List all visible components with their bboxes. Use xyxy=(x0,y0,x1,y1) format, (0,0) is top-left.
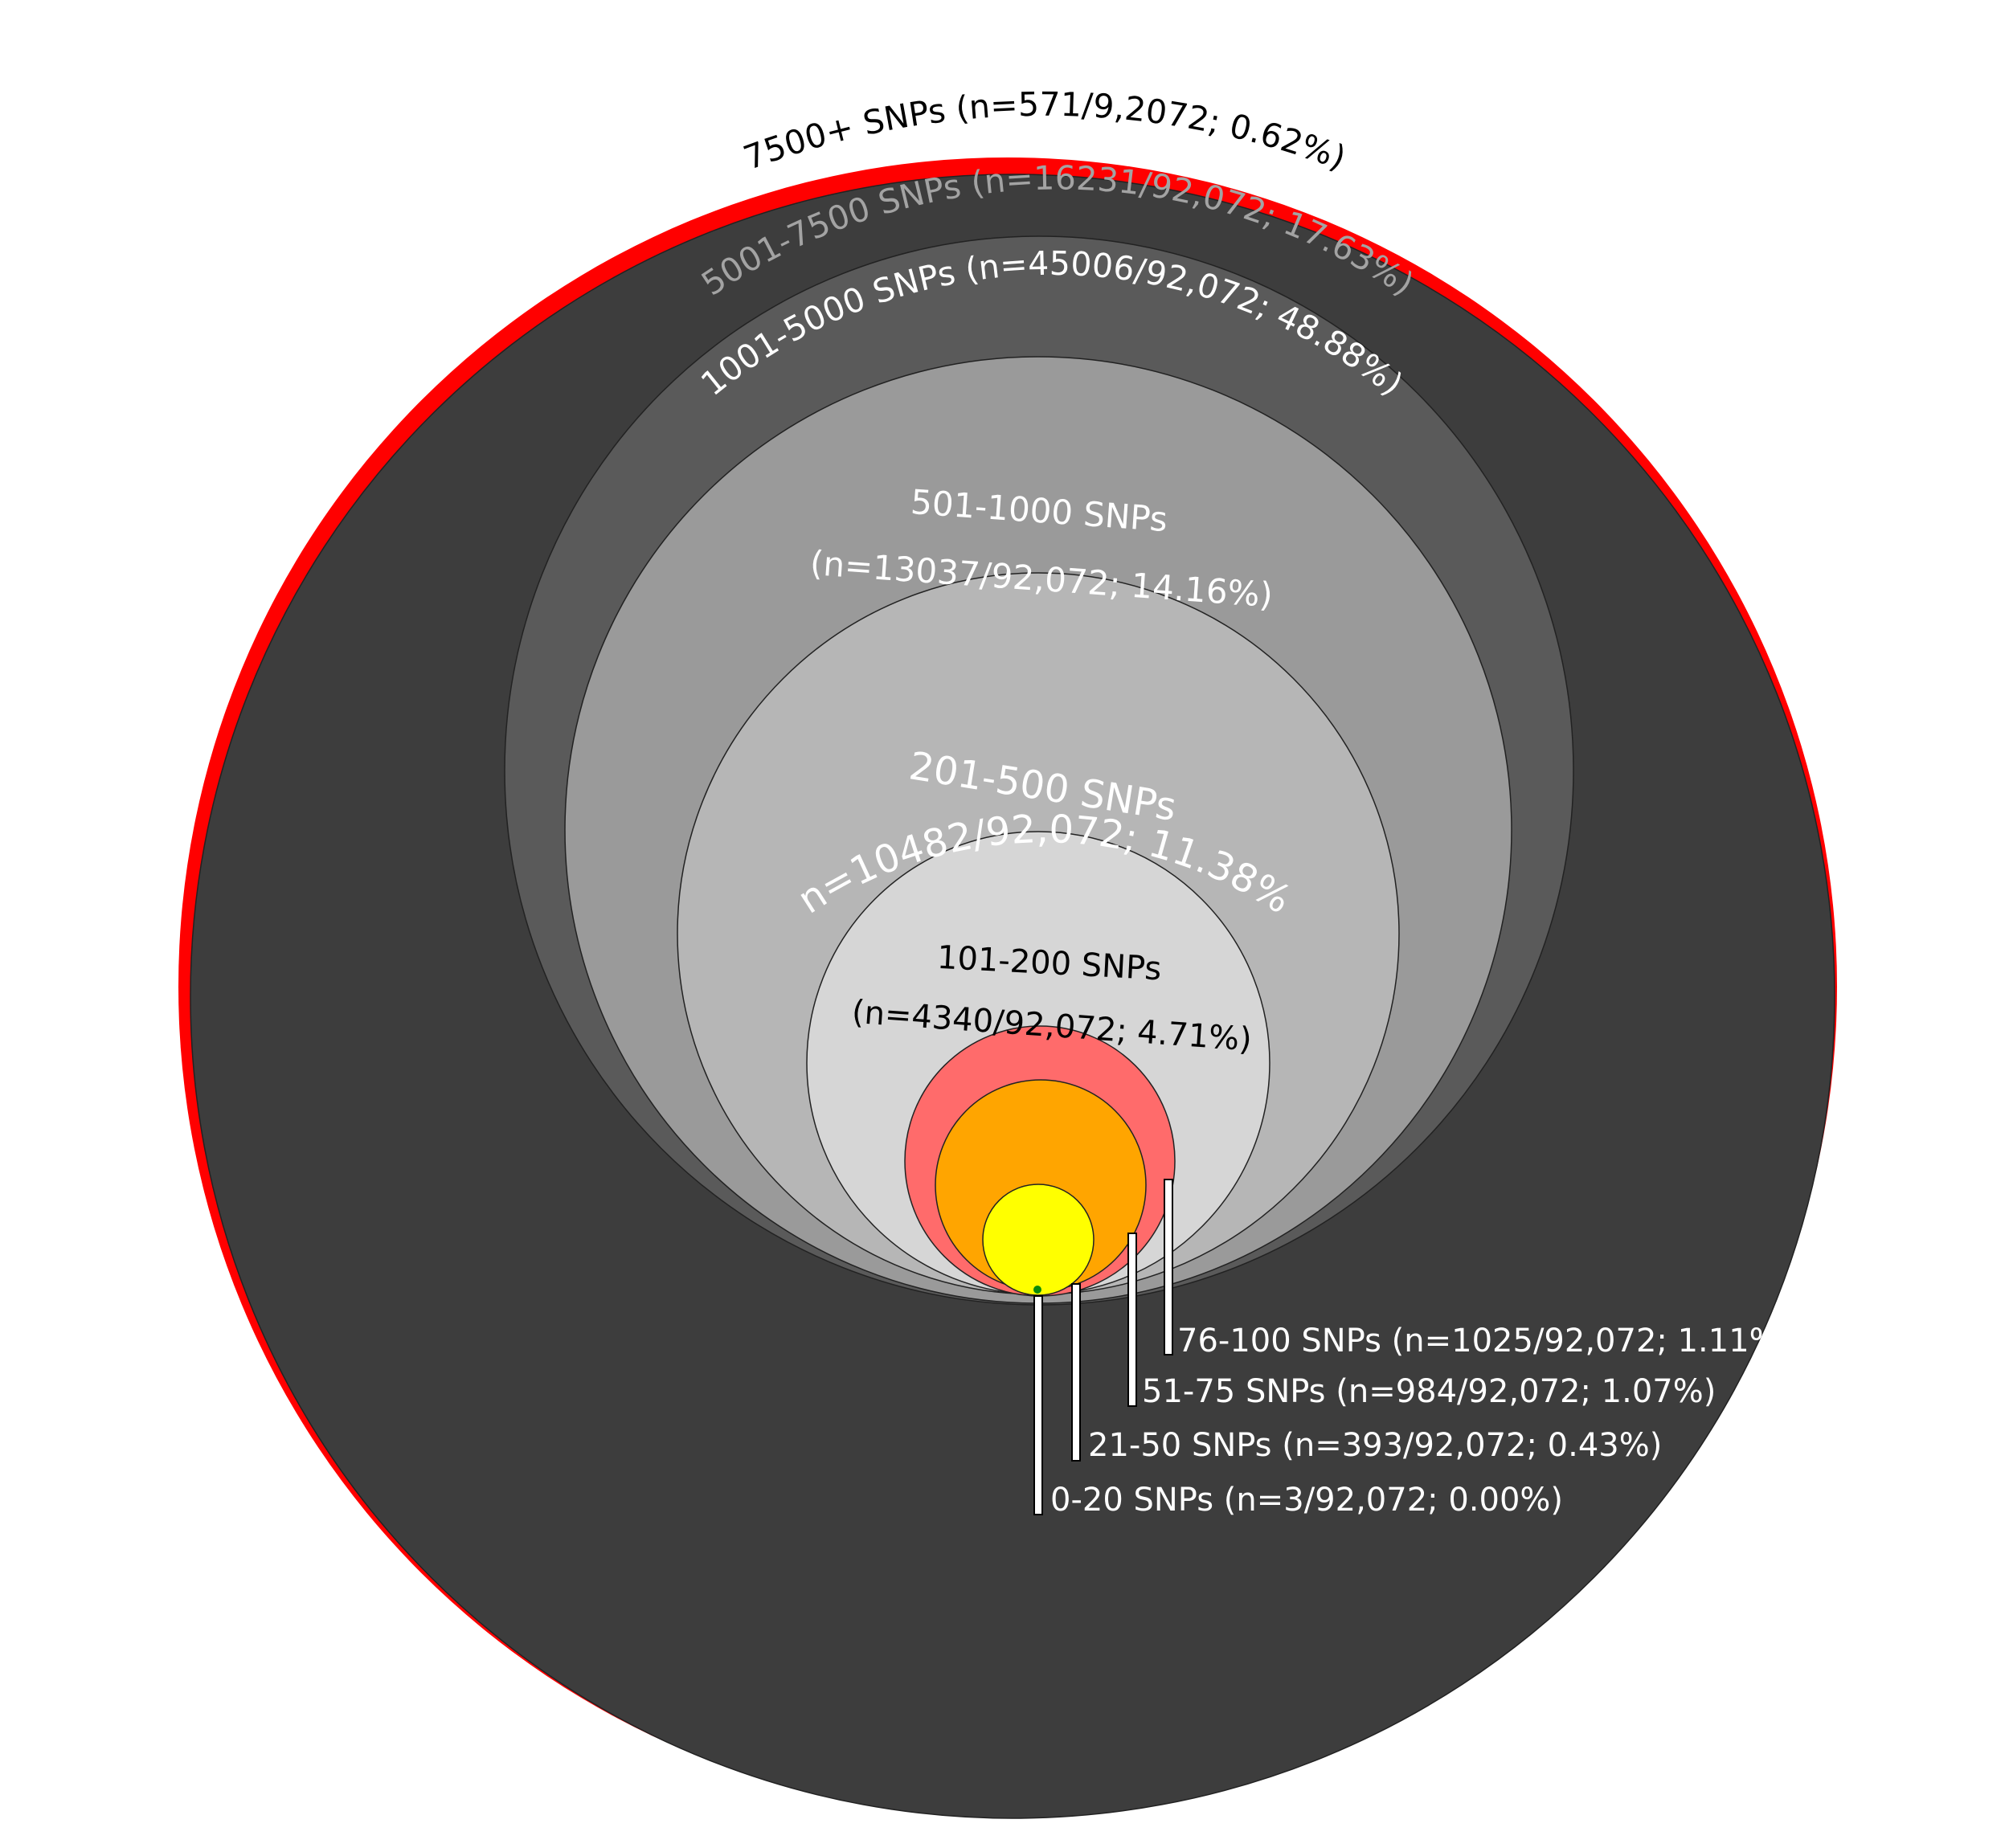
label-76-100: 76-100 SNPs (n=1025/92,072; 1.11%) xyxy=(1177,1323,1792,1359)
label-0-20: 0-20 SNPs (n=3/92,072; 0.00%) xyxy=(1050,1482,1563,1519)
label-51-75: 51-75 SNPs (n=984/92,072; 1.07%) xyxy=(1142,1373,1716,1410)
circle-21-50 xyxy=(982,1184,1095,1296)
leader-0-20 xyxy=(1033,1295,1043,1515)
label-21-50: 21-50 SNPs (n=393/92,072; 0.43%) xyxy=(1088,1427,1662,1464)
leader-51-75 xyxy=(1127,1233,1137,1407)
leader-76-100 xyxy=(1164,1179,1173,1355)
leader-21-50 xyxy=(1071,1283,1081,1462)
circle-0-20 xyxy=(1033,1286,1041,1294)
